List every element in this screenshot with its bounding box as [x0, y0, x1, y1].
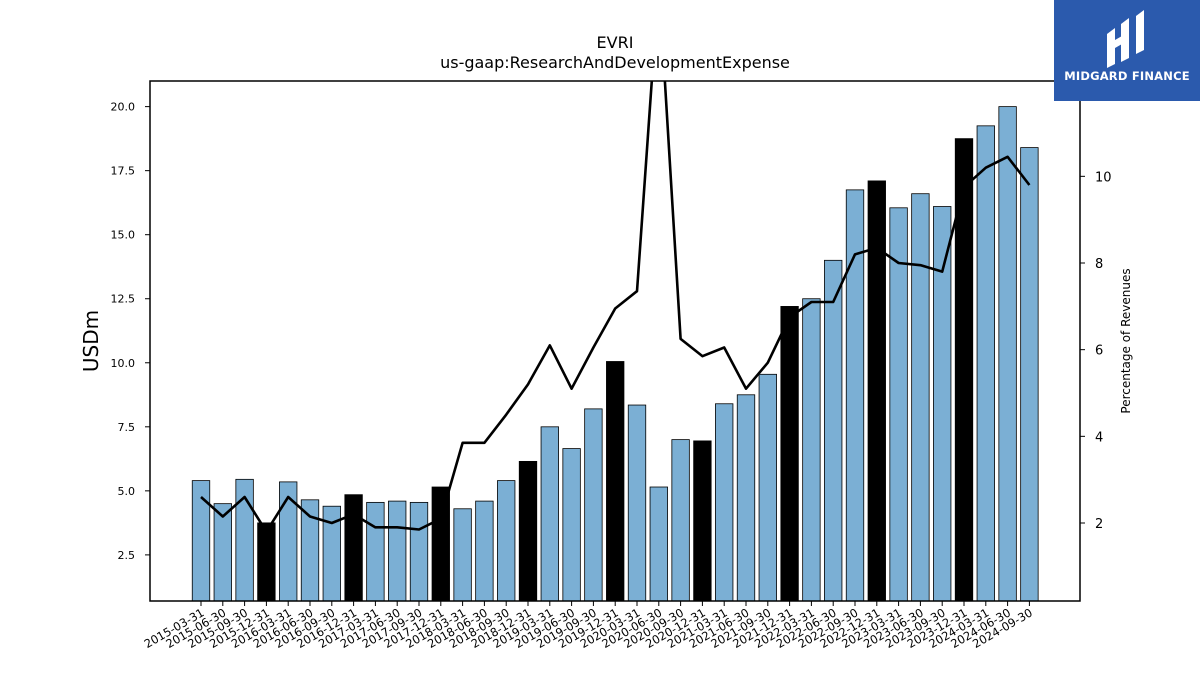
y2-tick-label: 2	[1095, 517, 1103, 532]
y2-tick-label: 10	[1095, 170, 1112, 185]
chart-title: EVRI	[597, 33, 634, 52]
bar	[780, 306, 799, 602]
y-tick-label: 5.0	[118, 485, 136, 498]
bar	[715, 403, 734, 602]
bar	[431, 486, 450, 602]
bar	[453, 508, 472, 602]
bar	[758, 373, 777, 602]
bar	[736, 394, 756, 602]
bar	[889, 207, 908, 602]
bar	[911, 193, 930, 602]
y2-tick-label: 6	[1095, 344, 1103, 359]
bar	[671, 439, 690, 602]
y-tick-label: 15.0	[111, 229, 136, 242]
y-tick-label: 2.5	[118, 549, 136, 562]
bar	[802, 298, 821, 602]
y-tick-label: 17.5	[111, 165, 136, 178]
y2-axis-label: Percentage of Revenues	[1119, 268, 1133, 413]
y-tick-label: 10.0	[111, 357, 136, 370]
y-tick-label: 12.5	[111, 293, 136, 306]
bar	[693, 440, 712, 602]
bar	[257, 522, 276, 602]
bar	[562, 448, 581, 602]
chart-subtitle: us-gaap:ResearchAndDevelopmentExpense	[440, 53, 790, 72]
y-axis-label: USDm	[79, 310, 103, 372]
bar	[213, 503, 232, 602]
bar	[475, 500, 494, 602]
bar	[976, 125, 995, 602]
midgard-finance-logo: MIDGARD FINANCE	[1054, 0, 1200, 101]
y-tick-label: 20.0	[111, 101, 136, 114]
bar	[409, 501, 429, 602]
bar	[279, 481, 298, 602]
y-tick-label: 7.5	[118, 421, 136, 434]
bar	[584, 408, 603, 602]
line-series	[200, 81, 1031, 533]
bar	[627, 404, 647, 602]
y2-tick-label: 4	[1095, 430, 1103, 445]
bar	[998, 106, 1017, 602]
bar	[606, 361, 625, 602]
bar	[1020, 147, 1039, 602]
bar	[933, 206, 952, 602]
logo-text: MIDGARD FINANCE	[1064, 69, 1190, 83]
midgard-logo-icon	[1107, 10, 1144, 68]
bar	[388, 500, 407, 602]
bar	[540, 426, 559, 602]
bar	[649, 486, 668, 602]
bar	[497, 480, 516, 602]
bar	[366, 501, 385, 602]
bar	[344, 494, 363, 602]
bar	[867, 180, 886, 602]
bar	[824, 259, 843, 602]
bar	[518, 460, 538, 602]
y2-tick-label: 8	[1095, 257, 1103, 272]
